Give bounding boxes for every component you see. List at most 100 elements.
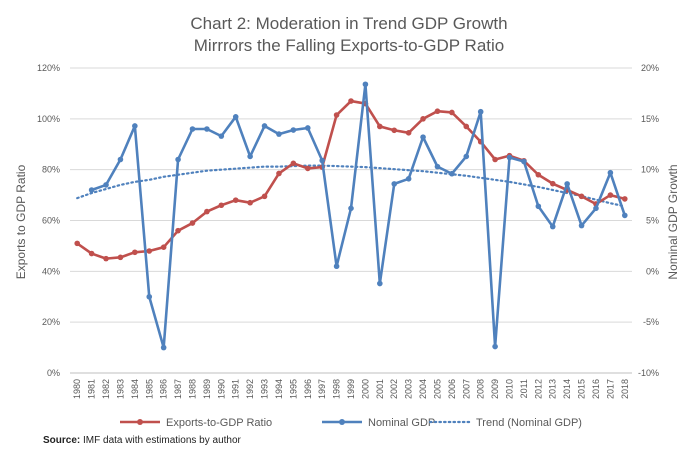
x-tick-label: 1982 [101,379,111,399]
legend-label-nominal-gdp: Nominal GDP [368,417,435,429]
x-tick-label: 1980 [72,379,82,399]
series-line-nominal-gdp [90,82,627,349]
point-exports-to-gdp-ratio [607,192,614,198]
point-exports-to-gdp-ratio [204,208,210,215]
point-exports-to-gdp-ratio [463,123,470,130]
legend-label-exports-to-gdp-ratio: Exports-to-GDP Ratio [166,417,272,429]
point-nominal-gdp [506,154,513,161]
point-exports-to-gdp-ratio [232,197,239,203]
point-exports-to-gdp-ratio [449,109,455,116]
point-nominal-gdp [146,293,153,300]
point-exports-to-gdp-ratio [304,165,311,172]
y-right-tick-label: -10% [638,368,659,378]
point-exports-to-gdp-ratio [247,199,253,206]
x-tick-label: 2009 [490,379,500,399]
x-tick-label: 1983 [115,379,125,399]
x-axis: 1980 1981 1982 1983 1984 1985 1986 1987 1988 1989… [72,379,630,399]
source-note: Source: IMF data with estimations by aut… [43,435,241,446]
point-nominal-gdp [391,181,398,187]
x-tick-label: 2006 [447,379,457,399]
point-nominal-gdp [621,212,628,219]
point-nominal-gdp [521,158,527,165]
point-nominal-gdp [103,182,109,188]
x-tick-label: 1994 [274,379,284,399]
x-tick-label: 1988 [187,379,197,399]
legend-label-trend-nominal-gdp: Trend (Nominal GDP) [476,417,582,429]
point-nominal-gdp [290,127,297,133]
point-exports-to-gdp-ratio [132,249,138,256]
series-layer [74,81,628,351]
x-tick-label: 2013 [548,379,558,399]
point-nominal-gdp [477,108,484,115]
point-nominal-gdp [175,156,181,163]
y-right-tick-label: -5% [643,317,659,327]
legend-marker-exports-to-gdp-ratio [137,419,143,425]
point-nominal-gdp [434,163,441,170]
x-tick-label: 2003 [404,379,414,399]
point-nominal-gdp [607,169,614,176]
x-tick-label: 1991 [231,379,241,399]
x-tick-label: 1998 [332,379,342,399]
point-nominal-gdp [535,203,542,210]
point-exports-to-gdp-ratio [103,255,109,262]
y-axis-right-title: Nominal GDP Growth [666,164,680,279]
chart-title-line-2: Mirrrors the Falling Exports-to-GDP Rati… [194,36,505,55]
point-nominal-gdp [261,123,268,129]
legend: Exports-to-GDP Ratio Nominal GDP Trend (No… [120,417,582,429]
point-exports-to-gdp-ratio [621,196,628,202]
point-exports-to-gdp-ratio [146,248,153,254]
chart-title-line-1: Chart 2: Moderation in Trend GDP Growth [190,14,507,33]
point-nominal-gdp [247,153,253,160]
point-exports-to-gdp-ratio [405,130,412,136]
point-nominal-gdp [492,343,498,350]
point-exports-to-gdp-ratio [88,250,95,257]
x-tick-label: 1987 [173,379,183,399]
x-tick-label: 2014 [562,379,572,399]
point-nominal-gdp [204,126,210,132]
y-axis-left-title: Exports to GDP Ratio [14,164,28,279]
series-line-exports-to-gdp-ratio [75,99,627,260]
x-tick-label: 2005 [432,379,442,399]
x-tick-label: 2001 [375,379,385,399]
point-nominal-gdp [218,133,225,139]
y-right-tick-label: 15% [641,114,659,124]
x-tick-label: 2004 [418,379,428,399]
point-nominal-gdp [449,170,455,177]
source-text: IMF data with estimations by author [80,435,241,446]
point-nominal-gdp [319,157,325,164]
point-nominal-gdp [593,205,599,212]
point-exports-to-gdp-ratio [391,127,398,134]
point-nominal-gdp [88,187,95,193]
point-nominal-gdp [564,181,570,187]
y-left-tick-label: 0% [47,368,60,378]
x-tick-label: 1986 [159,379,169,399]
point-nominal-gdp [348,205,354,212]
x-tick-label: 2017 [605,379,615,399]
point-exports-to-gdp-ratio [578,193,585,200]
y-right-tick-label: 0% [646,266,659,276]
y-axis-right: -10% -5% 0% 5% 10% 15% 20% [638,63,659,378]
x-tick-label: 1997 [317,379,327,399]
series-line-trend-nominal-gdp [76,164,626,208]
point-exports-to-gdp-ratio [117,254,124,261]
point-exports-to-gdp-ratio [333,112,340,118]
point-exports-to-gdp-ratio [290,160,297,167]
point-nominal-gdp [362,81,369,88]
x-tick-label: 2002 [389,379,399,399]
point-nominal-gdp [276,131,282,137]
point-exports-to-gdp-ratio [492,156,498,163]
y-left-tick-label: 40% [42,266,60,276]
x-tick-label: 2015 [577,379,587,399]
point-exports-to-gdp-ratio [261,193,268,200]
point-exports-to-gdp-ratio [377,123,383,130]
x-tick-label: 2012 [533,379,543,399]
point-nominal-gdp [117,156,124,163]
x-tick-label: 1984 [130,379,140,399]
y-left-tick-label: 60% [42,216,60,226]
point-nominal-gdp [132,123,138,129]
x-tick-label: 2008 [476,379,486,399]
y-left-tick-label: 20% [42,317,60,327]
point-nominal-gdp [232,114,239,120]
source-label: Source: [43,435,81,446]
